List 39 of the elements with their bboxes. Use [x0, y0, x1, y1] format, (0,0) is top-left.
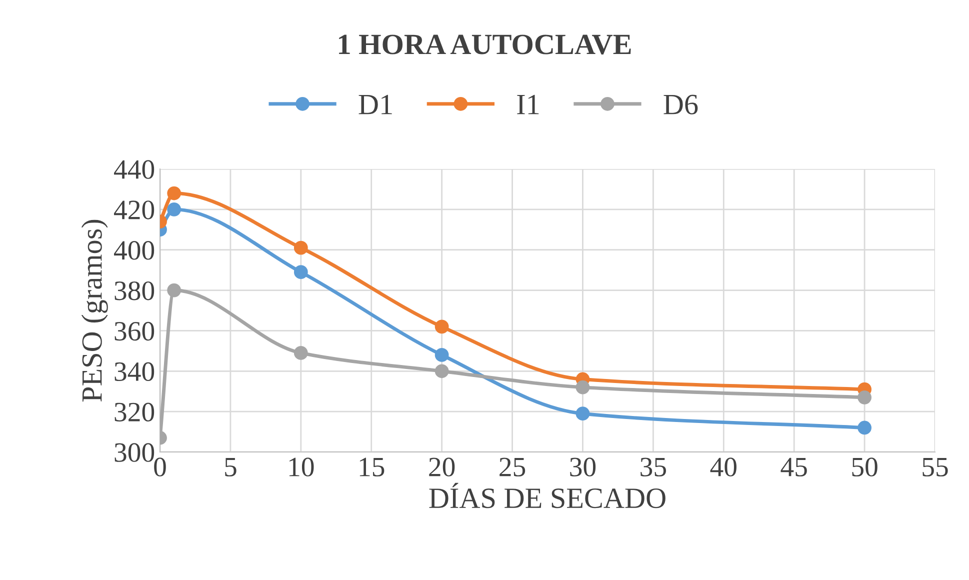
point — [434, 348, 449, 362]
x-tick-label: 30 — [570, 458, 596, 476]
point — [434, 364, 449, 378]
x-tick-label: 5 — [225, 458, 236, 476]
point — [576, 380, 590, 394]
point — [294, 240, 308, 255]
x-tick-label: 45 — [780, 458, 807, 476]
x-tick-label: 10 — [289, 458, 314, 476]
x-tick-label: 35 — [640, 458, 666, 476]
point — [294, 265, 308, 280]
x-tick-label: 55 — [922, 458, 948, 476]
x-tick-label: 25 — [500, 458, 526, 476]
point — [167, 202, 182, 216]
y-tick-label: 300 — [114, 443, 154, 462]
point — [167, 186, 182, 200]
y-tick-label: 320 — [114, 402, 154, 422]
legend-label: D1 — [358, 94, 392, 114]
x-tick-label: 40 — [710, 458, 736, 476]
y-tick-label: 400 — [114, 241, 154, 260]
y-tick-label: 380 — [114, 281, 154, 300]
legend-label: D6 — [664, 94, 698, 114]
y-tick-label: 420 — [114, 200, 154, 220]
point — [858, 420, 872, 435]
legend-label: I1 — [517, 94, 539, 114]
chart-title: 1 HORA AUTOCLAVE — [339, 34, 631, 54]
x-tick-label: 50 — [852, 458, 878, 476]
point — [167, 283, 182, 298]
x-tick-label: 0 — [154, 458, 166, 476]
point — [294, 346, 308, 360]
y-axis-title: PESO (gramos) — [81, 220, 108, 402]
y-tick-label: 340 — [114, 362, 154, 382]
point — [576, 406, 590, 421]
point — [434, 320, 449, 334]
x-tick-label: 15 — [360, 458, 384, 476]
x-axis-title: DÍAS DE SECADO — [429, 482, 666, 508]
x-tick-label: 20 — [429, 458, 455, 476]
y-tick-label: 440 — [114, 160, 154, 179]
y-tick-label: 360 — [114, 322, 154, 341]
point — [858, 390, 872, 404]
